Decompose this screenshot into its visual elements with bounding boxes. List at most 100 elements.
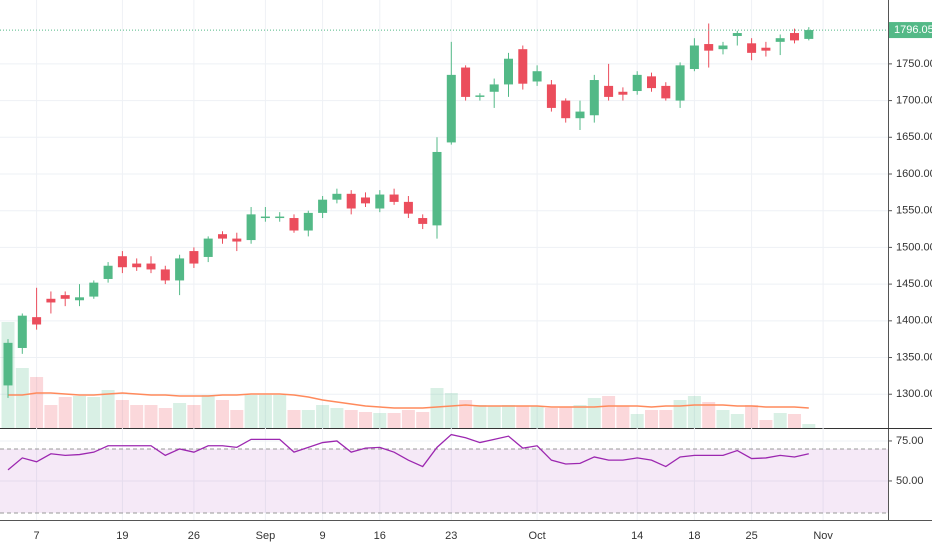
volume-bar [359,412,372,428]
volume-bar [730,414,744,428]
candle-body [418,218,428,224]
rsi-band-fill [0,448,888,513]
x-tick-label: Nov [813,530,833,542]
volume-bar [745,405,759,428]
volume-bar [416,412,430,428]
volume-bar [173,403,187,428]
candle-body [718,45,728,50]
volume-bar [316,405,330,428]
y-tick-label: 1550.00 [896,205,932,217]
candle-body [203,238,213,257]
candle-body [32,317,42,325]
volume-bar [430,388,444,428]
candle-body [46,298,56,303]
candle-body [461,67,471,97]
candle-body [132,263,142,268]
candle-body [275,216,285,219]
candle-body [375,194,385,209]
candle-body [260,216,270,219]
x-tick-label: Sep [256,530,276,542]
volume-bar [673,400,687,428]
volume-bar [258,395,272,428]
volume-bar [444,393,458,428]
candle-body [289,218,299,231]
volume-bar [101,390,115,428]
volume-bar [73,396,86,428]
volume-bar [30,377,44,428]
volume-bar [15,368,29,428]
candle-body [804,30,814,39]
candle-body [403,201,413,214]
candle-body [675,65,685,101]
candle-body [632,74,642,92]
y-tick-label: 1700.00 [896,94,932,106]
candle-body [232,238,242,242]
candle-body [346,193,356,209]
y-tick-label: 75.00 [896,435,924,447]
candle-body [361,197,370,204]
volume-bar [87,397,101,428]
candle-body [489,84,499,92]
rsi-line [7,433,809,471]
volume-bar [530,406,544,428]
volume-bar [287,410,301,428]
candle-body [17,315,27,348]
volume-bar [330,408,344,428]
candle-body [647,76,656,89]
volume-bar [244,395,258,428]
volume-bar [373,413,387,428]
candle-body [332,193,342,200]
candle-body [89,282,99,297]
grid [0,0,888,520]
y-tick-label: 1600.00 [896,168,932,180]
candle-body [761,47,771,51]
volume-bar [44,405,58,428]
volume-ma-line [8,392,809,409]
x-tick-label: 7 [34,530,40,542]
candle-body [561,100,571,119]
volume-bar [502,405,515,428]
candle-body [604,85,614,97]
candle-body [218,234,227,239]
candle-body [589,80,599,116]
candle-body [146,263,156,270]
volume-bar [344,410,358,428]
candle-body [432,151,442,226]
volume-bar [158,408,172,428]
y-tick-label: 50.00 [896,475,924,487]
volume-bar [301,410,315,428]
x-tick-label: 18 [688,530,700,542]
volume-bar [788,414,801,428]
x-tick-label: 16 [374,530,386,542]
x-tick-label: 26 [188,530,200,542]
volume-bar [144,405,158,428]
candle-body [518,49,528,84]
volume-bar [273,395,287,428]
volume-bar [602,396,616,428]
x-tick-label: 23 [445,530,457,542]
volume-bar [802,424,816,428]
candle-body [504,58,513,85]
candle-body [618,91,628,95]
candle-body [475,95,485,97]
candle-body [189,251,199,264]
volume-bar [616,406,630,428]
y-tick-label: 1750.00 [896,58,932,70]
volume-bar [559,407,573,428]
candle-body [60,295,70,299]
volume-bar [544,408,558,428]
candle-body [704,44,714,51]
candle-body [3,342,13,386]
candle-body [532,71,542,82]
candle-body [103,265,113,279]
volume-bar [130,405,144,428]
candle-body [160,269,170,281]
last-price-box [889,22,932,39]
candle-body [446,74,456,143]
candle-body [389,194,399,202]
volume-bar [201,395,215,428]
candle-body [747,43,757,53]
volume-bar [573,405,587,428]
volume-bar [702,402,716,428]
x-tick-label: Oct [529,530,546,542]
